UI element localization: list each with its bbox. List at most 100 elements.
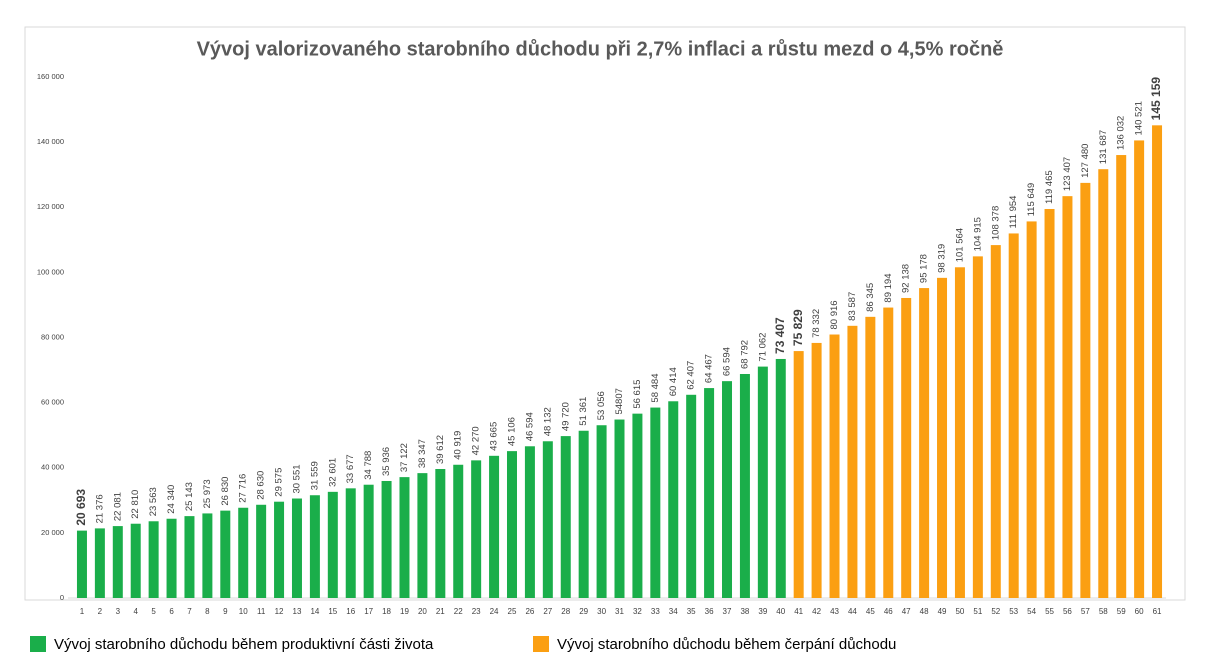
data-label: 140 521: [1134, 101, 1145, 135]
x-tick-label: 31: [615, 607, 624, 616]
x-tick-label: 13: [293, 607, 302, 616]
bar: [883, 307, 894, 598]
y-tick-label: 140 000: [37, 137, 64, 146]
x-tick-label: 36: [705, 607, 714, 616]
x-tick-label: 25: [508, 607, 517, 616]
data-label: 119 465: [1044, 170, 1055, 204]
bar: [94, 528, 105, 598]
data-label: 95 178: [919, 254, 930, 283]
x-tick-label: 43: [830, 607, 839, 616]
x-tick-label: 18: [382, 607, 391, 616]
data-label: 75 829: [791, 309, 805, 346]
bar: [166, 518, 177, 598]
bar: [668, 401, 679, 598]
bar: [1134, 140, 1145, 598]
bar: [1116, 155, 1127, 598]
x-tick-label: 15: [328, 607, 337, 616]
bar: [829, 334, 840, 598]
x-tick-label: 22: [454, 607, 463, 616]
bar: [112, 526, 123, 598]
x-tick-label: 52: [991, 607, 1000, 616]
x-tick-label: 11: [257, 607, 266, 616]
data-label: 115 649: [1026, 183, 1037, 217]
data-label: 73 407: [773, 317, 787, 354]
data-label: 58 484: [650, 373, 661, 402]
bar: [202, 513, 213, 598]
data-label: 20 693: [74, 489, 88, 526]
data-label: 21 376: [94, 494, 105, 523]
data-label: 49 720: [560, 402, 571, 431]
x-tick-label: 23: [472, 607, 481, 616]
y-tick-label: 60 000: [41, 398, 64, 407]
data-label: 45 106: [507, 417, 518, 446]
data-label: 108 378: [990, 206, 1001, 240]
bar: [811, 342, 822, 598]
bar: [506, 451, 517, 598]
bar: [471, 460, 482, 598]
x-tick-label: 39: [758, 607, 767, 616]
data-label: 37 122: [399, 443, 410, 472]
x-tick-label: 58: [1099, 607, 1108, 616]
legend-swatch: [30, 636, 46, 652]
x-tick-label: 37: [723, 607, 732, 616]
data-label: 27 716: [238, 474, 249, 503]
data-label: 23 563: [148, 487, 159, 516]
data-label: 86 345: [865, 283, 876, 312]
data-label: 136 032: [1116, 116, 1127, 150]
bar: [76, 530, 87, 598]
bar: [686, 394, 697, 598]
x-tick-label: 8: [205, 607, 210, 616]
data-label: 31 559: [309, 461, 320, 490]
bar: [757, 366, 768, 598]
bar: [865, 316, 876, 598]
bar: [954, 267, 965, 598]
bar: [1008, 233, 1019, 599]
x-tick-label: 3: [116, 607, 121, 616]
x-tick-label: 7: [187, 607, 192, 616]
x-tick-label: 60: [1135, 607, 1144, 616]
data-label: 111 954: [1008, 196, 1019, 229]
bar: [578, 430, 589, 598]
x-tick-label: 49: [938, 607, 947, 616]
bar: [363, 484, 374, 598]
bar: [847, 325, 858, 598]
x-tick-label: 42: [812, 607, 821, 616]
x-tick-label: 35: [687, 607, 696, 616]
bar: [220, 510, 231, 598]
bar: [542, 441, 553, 598]
bar: [739, 373, 750, 598]
bar: [489, 455, 500, 598]
y-tick-label: 160 000: [37, 72, 64, 81]
x-tick-label: 24: [490, 607, 499, 616]
y-tick-label: 120 000: [37, 202, 64, 211]
data-label: 25 973: [202, 479, 213, 508]
x-tick-label: 46: [884, 607, 893, 616]
bar: [901, 297, 912, 598]
data-label: 25 143: [184, 482, 195, 511]
x-tick-label: 29: [579, 607, 588, 616]
data-label: 92 138: [901, 264, 912, 293]
data-label: 35 936: [381, 447, 392, 476]
data-label: 64 467: [704, 354, 715, 383]
data-label: 40 919: [453, 431, 464, 460]
data-label: 22 081: [112, 492, 123, 521]
bar: [775, 358, 786, 598]
bar: [596, 425, 607, 598]
legend-swatch: [533, 636, 549, 652]
x-tick-label: 1: [80, 607, 85, 616]
x-tick-label: 19: [400, 607, 409, 616]
data-label: 22 810: [130, 490, 141, 519]
data-label: 98 319: [937, 244, 948, 273]
legend-label: Vývoj starobního důchodu během čerpání d…: [557, 636, 896, 653]
bar: [399, 477, 410, 598]
data-label: 43 665: [489, 422, 500, 451]
x-tick-label: 21: [436, 607, 445, 616]
bar: [704, 388, 715, 598]
data-label: 29 575: [274, 468, 285, 497]
bar: [274, 501, 285, 598]
bar: [1080, 182, 1091, 598]
x-tick-label: 57: [1081, 607, 1090, 616]
data-label: 80 916: [829, 300, 840, 329]
bar: [937, 277, 948, 598]
x-tick-label: 47: [902, 607, 911, 616]
